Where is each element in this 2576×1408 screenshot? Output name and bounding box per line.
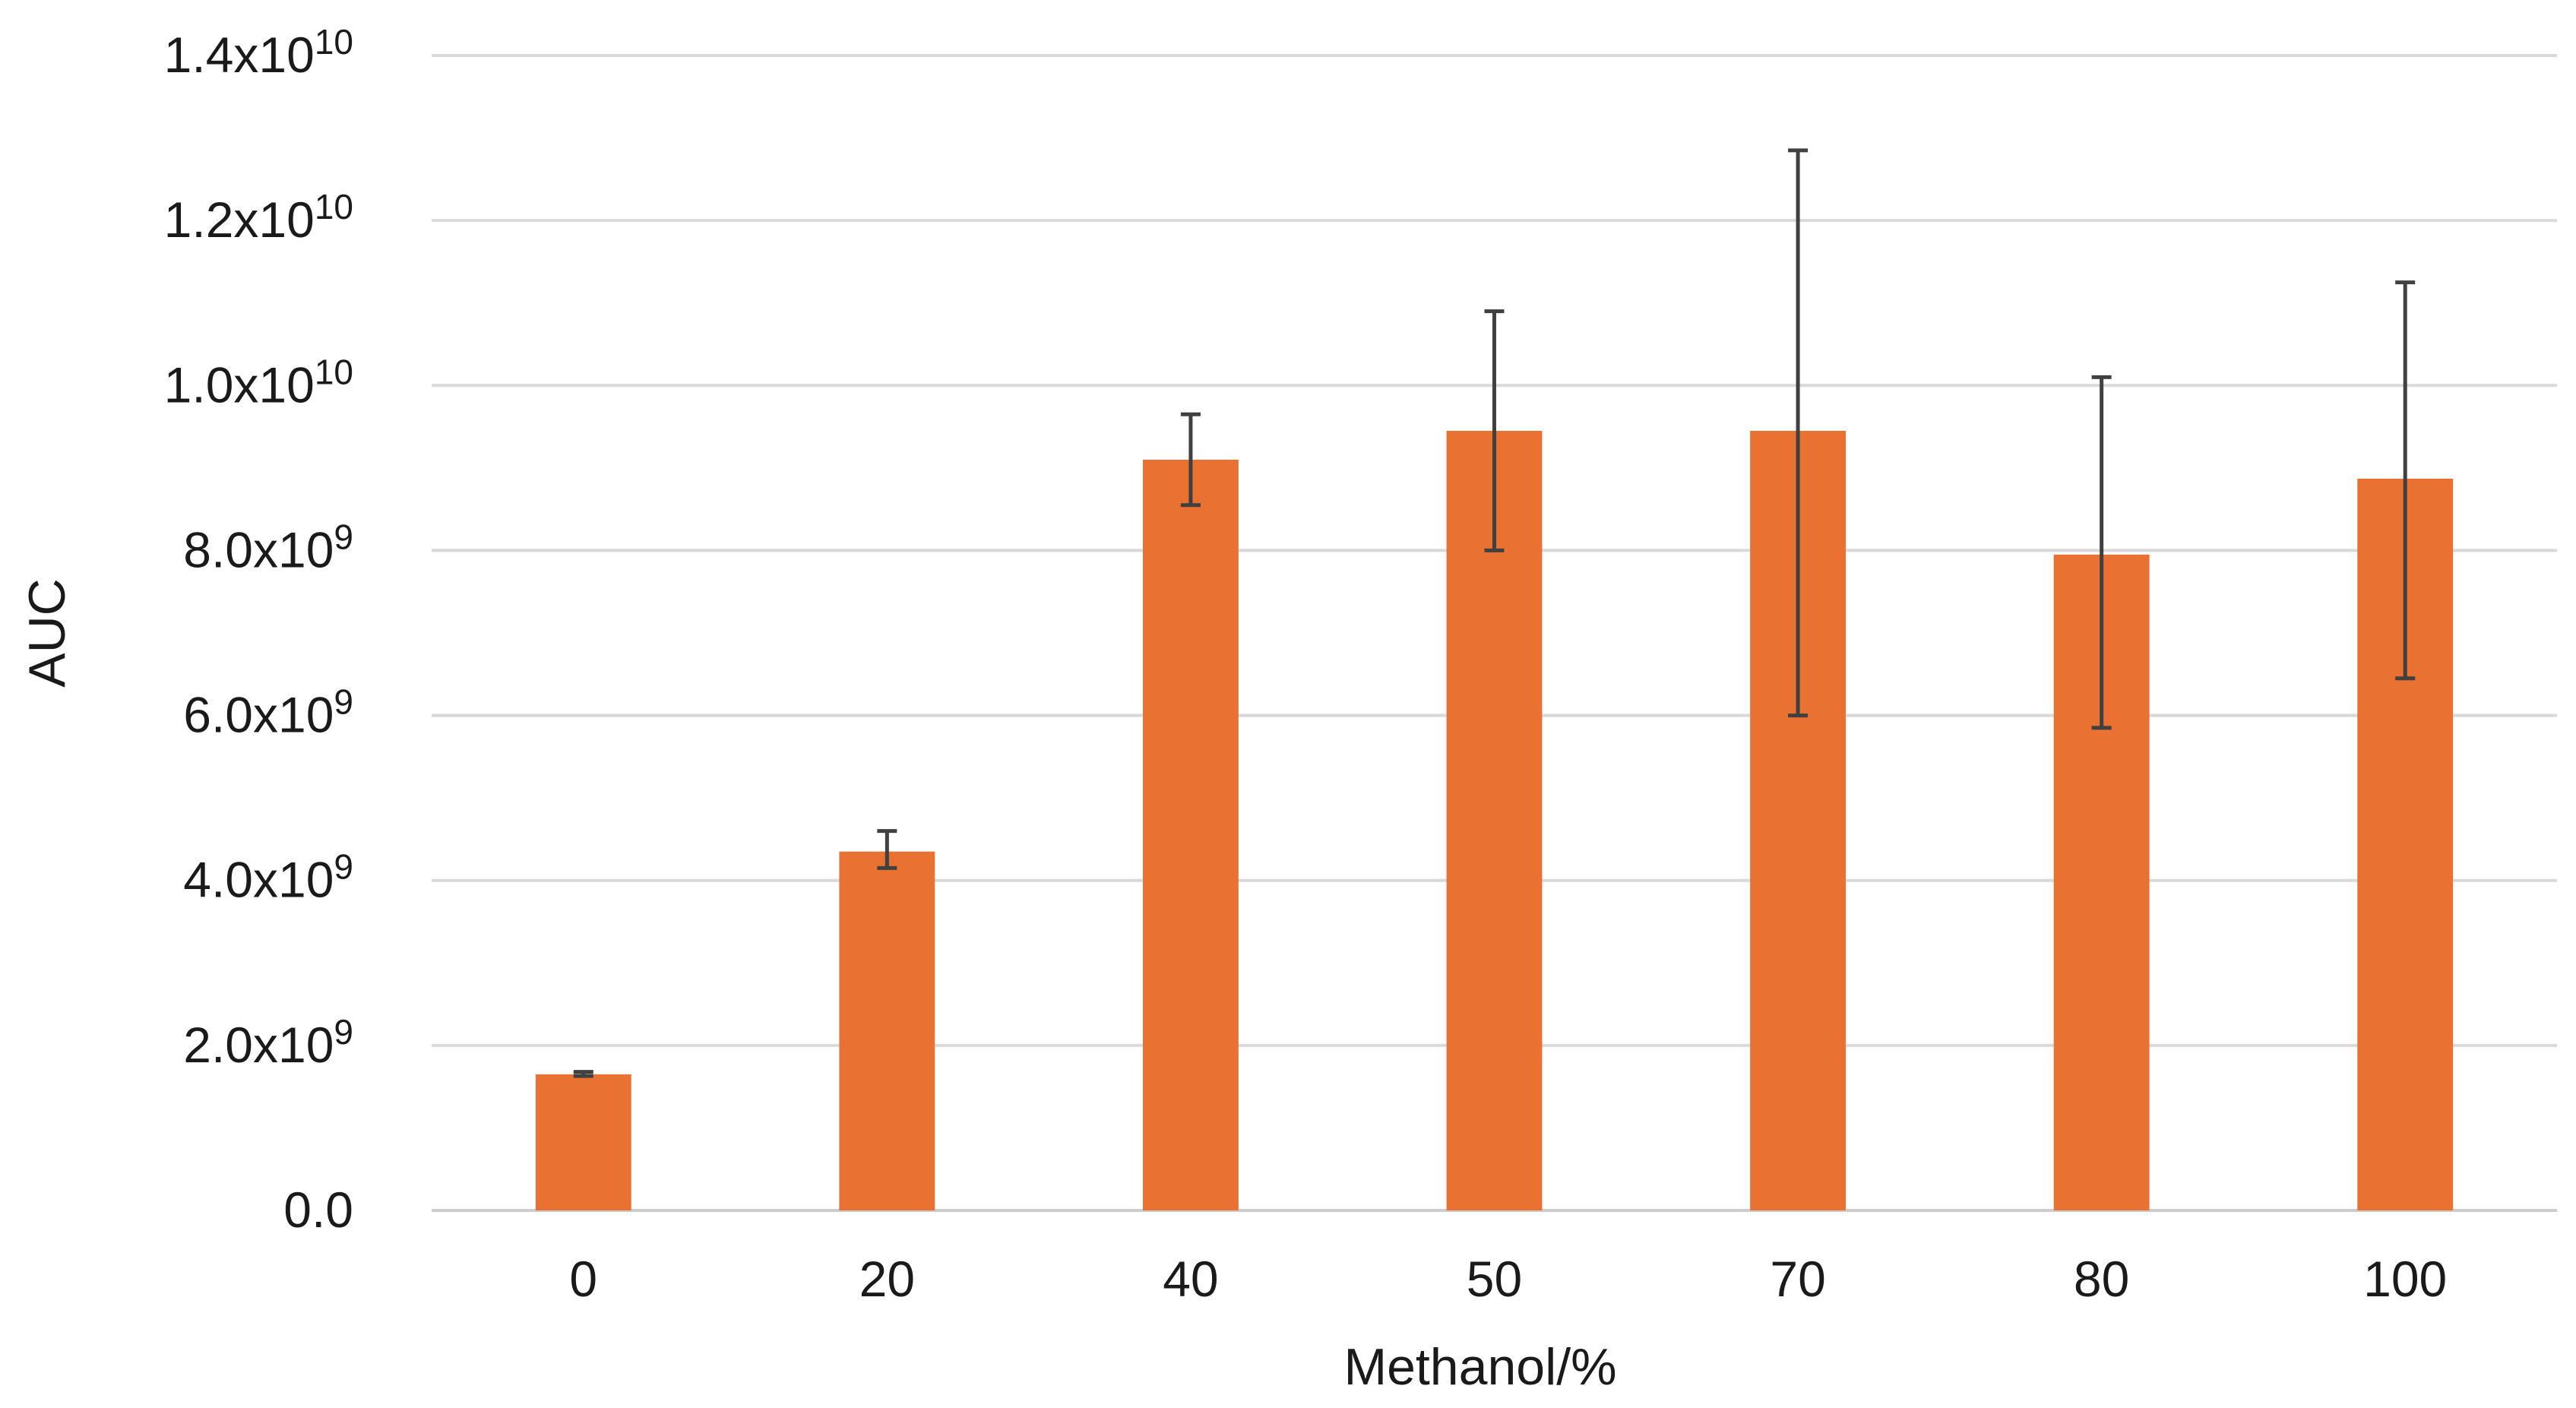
- error-bar-40: [1180, 412, 1201, 508]
- bar-0: [535, 1074, 631, 1210]
- error-bars: [573, 148, 2416, 1078]
- x-tick-label: 50: [1467, 1251, 1522, 1307]
- error-bar-20: [877, 829, 897, 870]
- x-axis-tick-labels: 0 20 40 50 70 80 100: [569, 1251, 2447, 1307]
- y-tick-label: 1.4x1010: [164, 22, 353, 83]
- x-tick-label: 0: [569, 1251, 597, 1307]
- y-tick-label: 0.0: [283, 1182, 353, 1238]
- error-bar-80: [2091, 375, 2112, 730]
- y-tick-label: 6.0x109: [183, 682, 353, 743]
- y-tick-label: 1.2x1010: [164, 187, 353, 248]
- y-tick-label: 1.0x1010: [164, 352, 353, 413]
- y-axis-tick-labels: 0.0 2.0x109 4.0x109 6.0x109 8.0x109 1.0x1010 1…: [164, 22, 353, 1238]
- error-bar-50: [1484, 309, 1505, 552]
- bar-50: [1446, 431, 1543, 1210]
- x-tick-label: 70: [1770, 1251, 1825, 1307]
- y-axis-title: AUC: [18, 578, 76, 688]
- error-bar-70: [1788, 148, 1809, 718]
- error-bar-100: [2395, 280, 2416, 681]
- bar-40: [1142, 460, 1239, 1210]
- y-tick-label: 2.0x109: [183, 1012, 353, 1073]
- x-tick-label: 100: [2363, 1251, 2447, 1307]
- x-tick-label: 80: [2074, 1251, 2129, 1307]
- x-axis-title: Methanol/%: [1343, 1338, 1616, 1396]
- y-tick-label: 4.0x109: [183, 847, 353, 908]
- x-tick-label: 40: [1163, 1251, 1218, 1307]
- y-tick-label: 8.0x109: [183, 517, 353, 577]
- error-bar-0: [573, 1070, 593, 1078]
- bar-20: [839, 851, 935, 1210]
- x-tick-label: 20: [859, 1251, 915, 1307]
- bars: [535, 431, 2454, 1210]
